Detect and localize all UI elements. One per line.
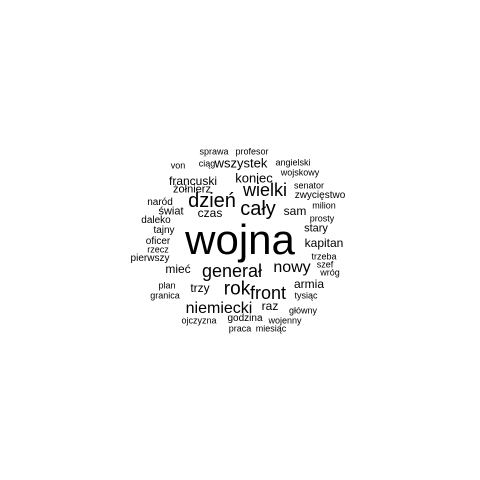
word-wojenny: wojenny: [268, 315, 302, 326]
word-glowny: główny: [288, 305, 318, 316]
word-wojskowy: wojskowy: [280, 167, 320, 178]
word-plan: plan: [158, 280, 176, 291]
word-rok: rok: [223, 278, 251, 300]
word-narod: naród: [147, 197, 173, 208]
word-von: von: [170, 160, 186, 171]
word-ciag: ciąg: [198, 158, 216, 169]
word-praca: praca: [228, 323, 252, 334]
word-wrog: wróg: [320, 267, 340, 278]
word-profesor: profesor: [235, 146, 269, 157]
word-zwyciestwo: zwycięstwo: [294, 190, 346, 201]
word-caly: cały: [240, 198, 276, 220]
word-armia: armia: [293, 277, 325, 291]
word-miec: mieć: [165, 262, 191, 276]
word-granica: granica: [150, 290, 180, 301]
word-czas: czas: [197, 206, 223, 220]
word-raz: raz: [261, 299, 279, 313]
word-wojna: wojna: [185, 216, 295, 263]
word-prosty: prosty: [309, 213, 335, 224]
word-ojczyzna: ojczyzna: [181, 315, 217, 326]
word-sprawa: sprawa: [199, 146, 229, 157]
word-oficer: oficer: [145, 236, 171, 247]
word-milion: milion: [312, 200, 336, 211]
word-senator: senator: [293, 180, 325, 191]
word-nowy: nowy: [273, 259, 311, 276]
word-pierwszy: pierwszy: [130, 253, 170, 264]
word-trzeba: trzeba: [311, 251, 337, 262]
word-angielski: angielski: [275, 157, 311, 168]
word-tysiac: tysiąc: [294, 290, 318, 301]
word-koniec: koniec: [235, 170, 273, 186]
word-francuski: francuski: [168, 174, 218, 188]
word-godzina: godzina: [227, 313, 263, 324]
word-niemiecki: niemiecki: [185, 300, 253, 317]
word-front: front: [249, 283, 287, 303]
word-daleko: daleko: [141, 215, 171, 226]
word-swiat: świat: [158, 205, 184, 218]
word-kapitan: kapitan: [304, 236, 344, 250]
word-sam: sam: [283, 204, 307, 218]
word-trzy: trzy: [190, 281, 210, 295]
word-szef: szef: [316, 259, 334, 270]
word-miesiac: miesiąc: [255, 323, 287, 334]
word-zolnierz: żołnierz: [173, 183, 211, 196]
word-wszystek: wszystek: [214, 155, 268, 171]
word-tajny: tajny: [153, 225, 175, 236]
word-wielki: wielki: [242, 180, 288, 200]
word-dzien: dzień: [188, 190, 236, 212]
word-rzecz: rzecz: [147, 244, 169, 255]
word-stary: stary: [304, 222, 328, 235]
word-general: generał: [201, 261, 263, 281]
